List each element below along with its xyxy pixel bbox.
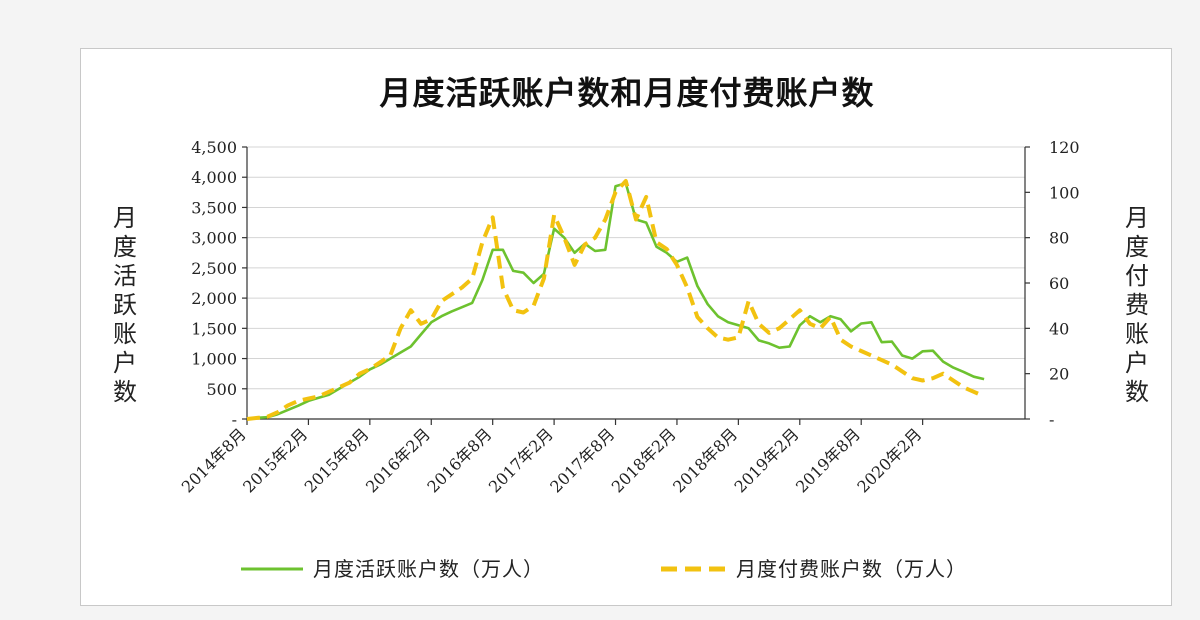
- line-chart: 月度活跃账户数和月度付费账户数 - 500 1,000 1,500 2,000 2,500…: [113, 74, 1149, 581]
- x-tick-label: 2019年8月: [792, 424, 864, 496]
- right-tick-label: 40: [1049, 319, 1069, 338]
- series-line-paid: [246, 179, 985, 421]
- right-tick-label: 80: [1049, 229, 1069, 248]
- right-axis-label: 月度付费账户数: [1125, 204, 1149, 406]
- axes: [246, 147, 1026, 420]
- right-tick-label: 20: [1049, 365, 1069, 384]
- left-tick-label: 2,000: [191, 289, 237, 308]
- series-lines: [246, 179, 985, 421]
- x-tick-label: 2018年8月: [669, 424, 741, 496]
- x-axis-ticks: 2014年8月2015年2月2015年8月2016年2月2016年8月2017年…: [178, 419, 925, 496]
- gridlines: [247, 146, 1025, 390]
- x-tick-label: 2015年8月: [301, 424, 373, 496]
- left-tick-label: 4,000: [191, 168, 237, 187]
- legend-label-paid: 月度付费账户数（万人）: [736, 557, 967, 581]
- left-tick-label: 1,500: [191, 319, 237, 338]
- right-tick-label: -: [1049, 410, 1054, 429]
- left-tick-label: 1,000: [191, 350, 237, 369]
- legend-label-active: 月度活跃账户数（万人）: [313, 557, 544, 581]
- left-axis-ticks: - 500 1,000 1,500 2,000 2,500 3,000 3,500 4,000 4…: [191, 138, 247, 429]
- series-line-active: [246, 182, 985, 421]
- x-tick-label: 2020年2月: [853, 424, 925, 496]
- x-tick-label: 2014年8月: [178, 424, 250, 496]
- x-tick-label: 2018年2月: [608, 424, 680, 496]
- x-tick-label: 2017年8月: [546, 424, 618, 496]
- left-axis-label: 月度活跃账户数: [113, 204, 137, 406]
- x-tick-label: 2017年2月: [485, 424, 557, 496]
- right-axis-ticks: - 20 40 60 80 100 120: [1025, 138, 1080, 429]
- right-tick-label: 60: [1049, 274, 1069, 293]
- chart-title: 月度活跃账户数和月度付费账户数: [379, 74, 874, 112]
- chart-frame: 月度活跃账户数和月度付费账户数 - 500 1,000 1,500 2,000 2,500…: [80, 48, 1172, 606]
- left-tick-label: 3,000: [191, 229, 237, 248]
- left-tick-label: 4,500: [191, 138, 237, 157]
- x-tick-label: 2016年2月: [362, 424, 434, 496]
- left-tick-label: 2,500: [191, 259, 237, 278]
- legend: 月度活跃账户数（万人） 月度付费账户数（万人）: [241, 557, 967, 581]
- right-tick-label: 120: [1049, 138, 1080, 157]
- right-tick-label: 100: [1049, 183, 1080, 202]
- left-tick-label: 3,500: [191, 198, 237, 217]
- x-tick-label: 2016年8月: [423, 424, 495, 496]
- left-tick-label: -: [232, 410, 237, 429]
- x-tick-label: 2019年2月: [731, 424, 803, 496]
- left-tick-label: 500: [206, 380, 237, 399]
- x-tick-label: 2015年2月: [239, 424, 311, 496]
